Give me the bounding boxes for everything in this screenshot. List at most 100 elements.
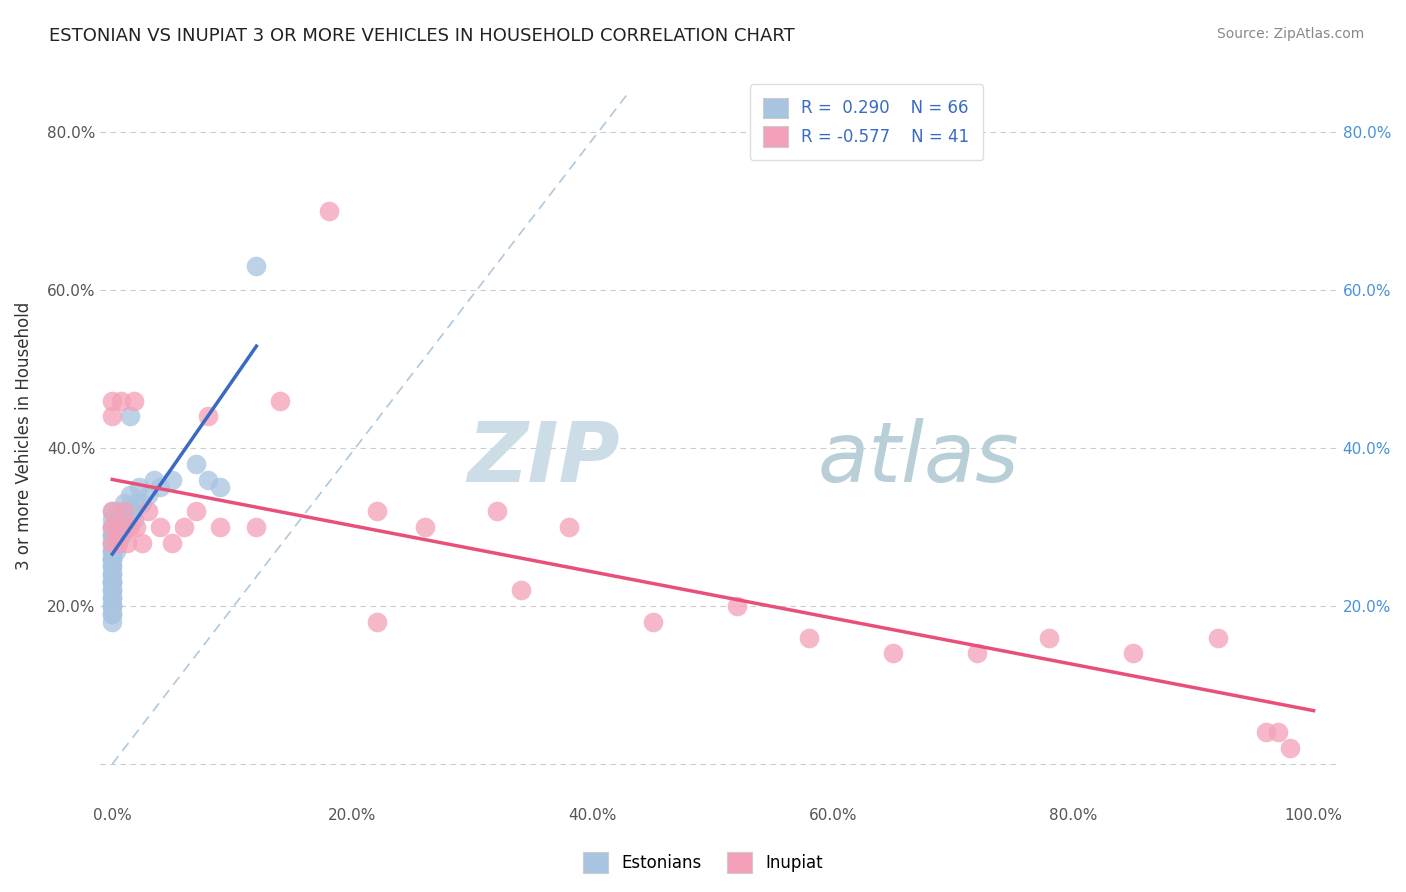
Point: [104, 512, 127, 526]
Point: [101, 551, 124, 566]
Point: [318, 203, 340, 218]
Point: [101, 520, 124, 534]
Point: [107, 535, 129, 549]
Legend: Estonians, Inupiat: Estonians, Inupiat: [576, 846, 830, 880]
Point: [101, 504, 124, 518]
Point: [197, 409, 219, 424]
Point: [101, 575, 124, 590]
Point: [101, 599, 124, 613]
Point: [104, 528, 127, 542]
Point: [101, 567, 124, 582]
Point: [101, 559, 124, 574]
Point: [108, 512, 131, 526]
Point: [245, 259, 267, 273]
Point: [121, 504, 143, 518]
Point: [245, 520, 267, 534]
Point: [110, 520, 132, 534]
Point: [101, 551, 124, 566]
Point: [104, 543, 127, 558]
Point: [101, 409, 124, 424]
Point: [108, 528, 131, 542]
Legend: R =  0.290    N = 66, R = -0.577    N = 41: R = 0.290 N = 66, R = -0.577 N = 41: [749, 84, 983, 160]
Point: [101, 535, 124, 549]
Point: [107, 504, 129, 518]
Point: [209, 520, 232, 534]
Point: [115, 520, 138, 534]
Point: [101, 512, 124, 526]
Point: [105, 520, 128, 534]
Point: [111, 528, 134, 542]
Point: [136, 504, 159, 518]
Point: [101, 528, 124, 542]
Point: [103, 543, 125, 558]
Point: [797, 631, 820, 645]
Point: [104, 520, 127, 534]
Point: [641, 615, 664, 629]
Point: [107, 520, 129, 534]
Point: [209, 480, 232, 494]
Point: [112, 512, 135, 526]
Point: [558, 520, 581, 534]
Point: [162, 473, 184, 487]
Point: [101, 528, 124, 542]
Point: [149, 480, 172, 494]
Point: [1278, 741, 1301, 756]
Point: [1038, 631, 1060, 645]
Point: [110, 393, 132, 408]
Point: [101, 607, 124, 621]
Point: [125, 520, 148, 534]
Point: [101, 543, 124, 558]
Point: [882, 647, 904, 661]
Point: [101, 591, 124, 606]
Point: [173, 520, 195, 534]
Point: [413, 520, 436, 534]
Point: [122, 512, 145, 526]
Point: [101, 551, 124, 566]
Point: [1122, 647, 1144, 661]
Point: [101, 520, 124, 534]
Point: [101, 535, 124, 549]
Point: [725, 599, 748, 613]
Point: [1267, 725, 1289, 739]
Point: [117, 504, 139, 518]
Point: [101, 575, 124, 590]
Y-axis label: 3 or more Vehicles in Household: 3 or more Vehicles in Household: [15, 302, 32, 570]
Point: [131, 535, 153, 549]
Point: [125, 496, 148, 510]
Point: [120, 409, 142, 424]
Point: [104, 535, 127, 549]
Text: ESTONIAN VS INUPIAT 3 OR MORE VEHICLES IN HOUSEHOLD CORRELATION CHART: ESTONIAN VS INUPIAT 3 OR MORE VEHICLES I…: [49, 27, 794, 45]
Point: [101, 559, 124, 574]
Point: [112, 496, 135, 510]
Point: [101, 583, 124, 598]
Point: [103, 528, 125, 542]
Point: [101, 583, 124, 598]
Point: [101, 543, 124, 558]
Point: [186, 457, 208, 471]
Point: [149, 520, 172, 534]
Point: [101, 535, 124, 549]
Point: [120, 488, 142, 502]
Point: [485, 504, 508, 518]
Point: [101, 575, 124, 590]
Text: ZIP: ZIP: [467, 417, 620, 499]
Text: Source: ZipAtlas.com: Source: ZipAtlas.com: [1216, 27, 1364, 41]
Point: [101, 615, 124, 629]
Point: [186, 504, 208, 518]
Point: [122, 393, 145, 408]
Point: [366, 615, 388, 629]
Point: [101, 520, 124, 534]
Point: [101, 607, 124, 621]
Point: [1254, 725, 1277, 739]
Point: [101, 567, 124, 582]
Point: [143, 473, 166, 487]
Point: [366, 504, 388, 518]
Point: [101, 599, 124, 613]
Point: [120, 520, 142, 534]
Point: [101, 591, 124, 606]
Point: [136, 488, 159, 502]
Point: [197, 473, 219, 487]
Point: [509, 583, 531, 598]
Point: [1206, 631, 1229, 645]
Point: [115, 535, 138, 549]
